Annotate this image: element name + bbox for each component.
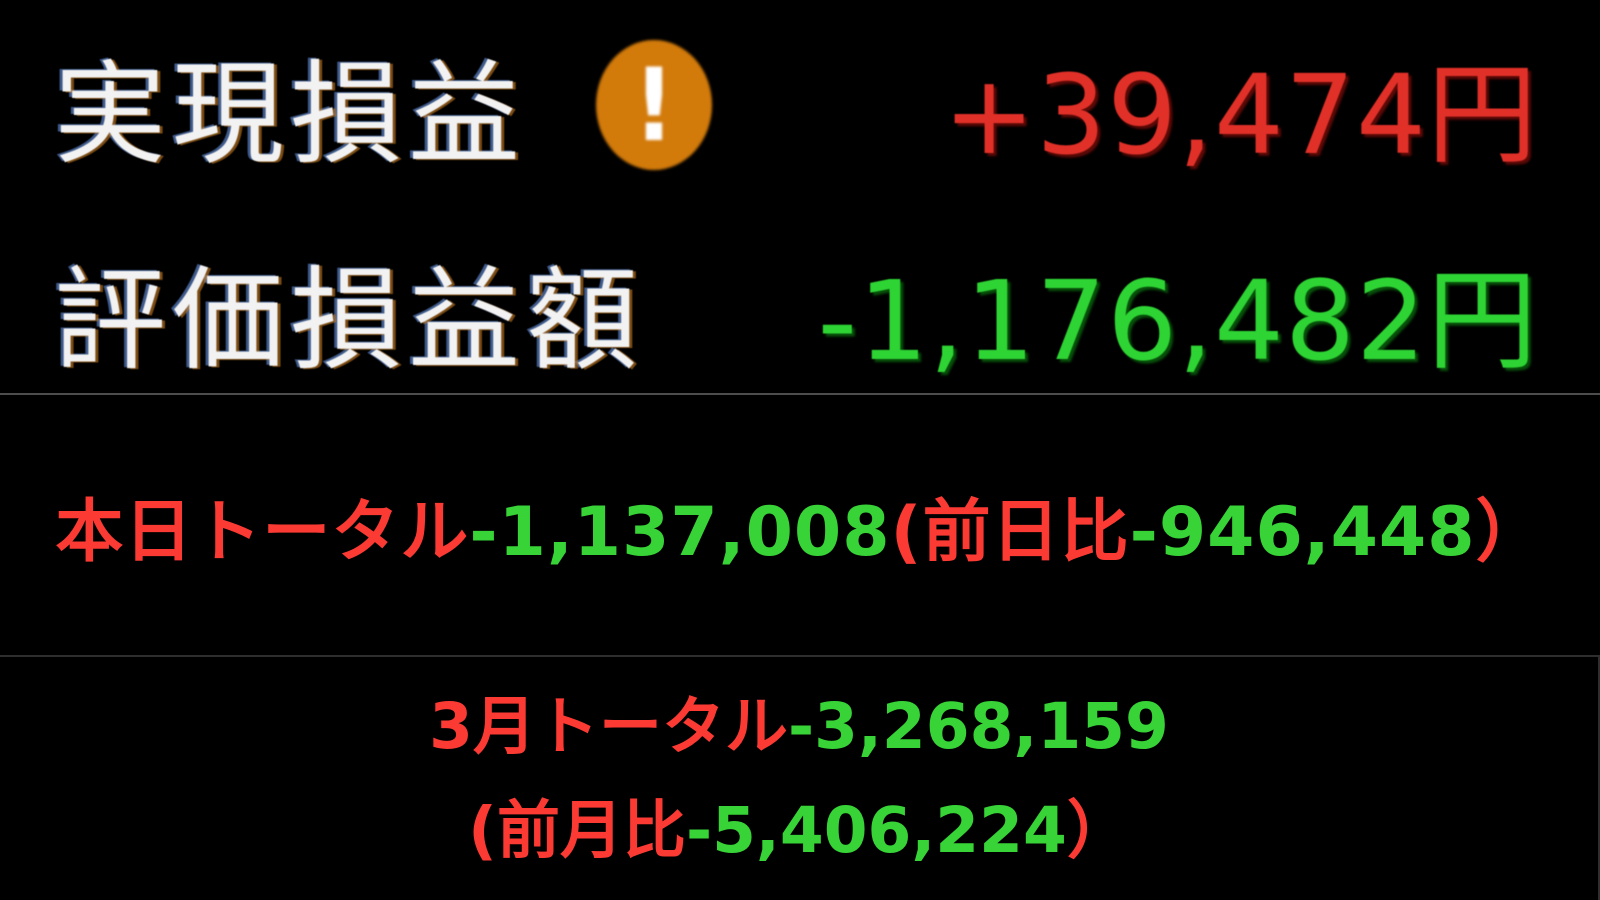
realized-pnl-value: +39,474円 (942, 51, 1538, 179)
text-segment: (前日比 (890, 492, 1130, 572)
text-segment: -946,448 (1129, 492, 1476, 572)
text-segment: -3,268,159 (787, 689, 1169, 763)
text-segment: ） (1475, 492, 1545, 572)
month-total-panel: 3月トータル-3,268,159 (前月比-5,406,224） (0, 657, 1600, 900)
unrealized-pnl-label: 評価損益額 (54, 256, 644, 386)
unrealized-pnl-value: -1,176,482円 (817, 257, 1538, 385)
section-divider-top (0, 393, 1600, 395)
text-segment: 本日トータル (55, 492, 470, 572)
unrealized-pnl-row: 評価損益額 -1,176,482円 (54, 236, 1538, 386)
text-segment: (前月比 (468, 793, 686, 867)
realized-pnl-label: 実現損益 (54, 50, 526, 180)
today-total-panel: 本日トータル-1,137,008(前日比-946,448） (0, 395, 1600, 655)
warning-icon[interactable]: ! (596, 40, 712, 170)
month-total-line: 3月トータル-3,268,159 (429, 675, 1169, 779)
text-segment: ） (1066, 793, 1130, 867)
today-total-line: 本日トータル-1,137,008(前日比-946,448） (55, 476, 1544, 575)
text-segment: -5,406,224 (685, 793, 1067, 867)
text-segment: -1,137,008 (469, 492, 891, 572)
section-divider-bottom (0, 655, 1600, 657)
month-over-month-line: (前月比-5,406,224） (468, 779, 1130, 883)
account-pnl-panel: 実現損益 ! +39,474円 評価損益額 -1,176,482円 (0, 0, 1600, 393)
exclamation-glyph: ! (633, 46, 675, 164)
realized-pnl-row: 実現損益 ! +39,474円 (54, 30, 1538, 180)
text-segment: 3月トータル (429, 689, 788, 763)
